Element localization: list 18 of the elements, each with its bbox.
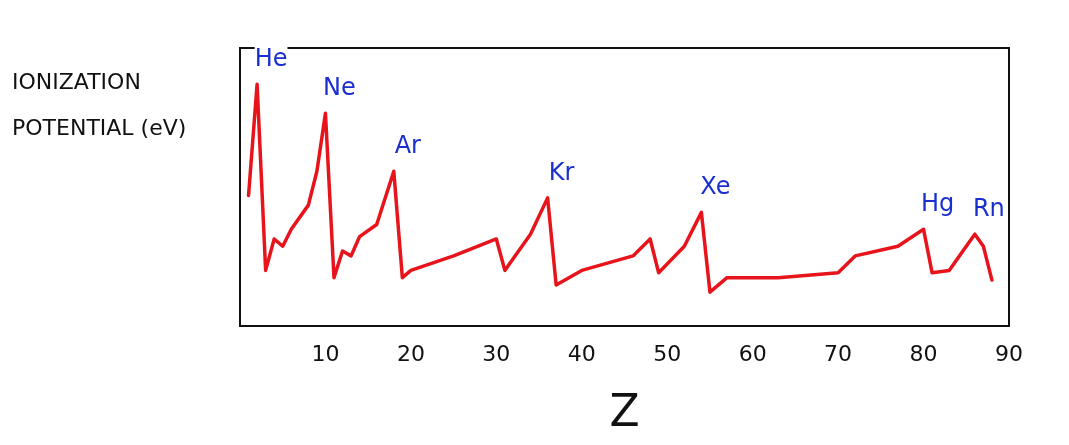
annotation: Rn	[972, 194, 1005, 223]
annotation: He	[254, 44, 288, 73]
x-tick-label: 10	[311, 340, 340, 366]
x-tick-label: 40	[567, 340, 596, 366]
annotation: Ar	[394, 131, 422, 160]
x-axis-title: Z	[609, 384, 640, 436]
x-tick-label: 80	[909, 340, 938, 366]
x-tick-label: 50	[653, 340, 682, 366]
x-tick-label: 90	[995, 340, 1023, 366]
x-tick-label: 60	[738, 340, 767, 366]
x-tick-label: 20	[396, 340, 425, 366]
annotation: Hg	[920, 189, 955, 218]
x-tick-label: 70	[824, 340, 853, 366]
annotation: Kr	[548, 157, 575, 186]
y-axis-title: IONIZATION POTENTIAL (eV)	[12, 68, 187, 140]
annotation: Xe	[700, 172, 731, 201]
annotation: Ne	[323, 73, 356, 102]
x-tick-label: 30	[482, 340, 511, 366]
